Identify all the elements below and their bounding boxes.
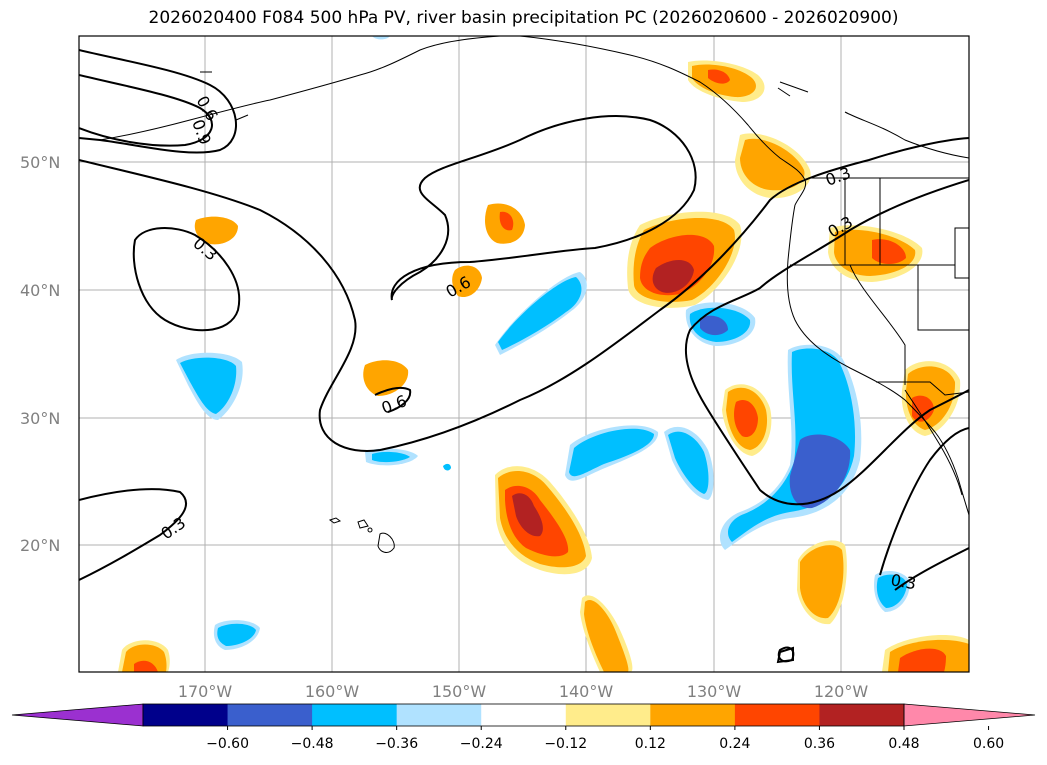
pv-contour [79,74,213,147]
pv-contours [79,49,969,664]
precip-area [668,431,709,494]
lon-label: 140°W [559,682,614,701]
colorbar: −0.60 −0.48 −0.36 −0.24 −0.12 0.12 0.24 0.36 0.4… [11,703,1036,752]
precip-area [217,623,256,646]
precip-area [898,648,946,672]
colorbar-segment [143,704,229,726]
lon-label: 170°W [178,682,233,701]
precip-area [652,260,694,293]
colorbar-tick-label: −0.60 [206,736,249,752]
colorbar-segment [650,704,736,726]
precip-area [372,451,410,463]
precip-area [372,36,390,40]
precip-area [498,277,582,350]
lat-label: 50°N [20,153,60,172]
precip-area [912,395,934,422]
precip-area [789,434,851,509]
pv-contour [894,547,969,591]
colorbar-tick-label: 0.24 [719,736,750,752]
precip-area [512,493,543,537]
colorbar-segment [227,704,313,726]
pv-contour [776,646,794,664]
colorbar-segment [565,704,651,726]
lat-label: 30°N [20,409,60,428]
pv-contour [79,488,187,581]
colorbar-tick-label: 0.12 [635,736,666,752]
precip-area [734,399,758,438]
pv-contour [132,227,241,332]
precip-area [708,69,730,84]
colorbar-tick-label: −0.24 [460,736,503,752]
precip-area [876,574,907,608]
colorbar-segment [396,704,482,726]
precip-area [452,265,482,298]
colorbar-segment [819,704,905,726]
colorbar-segment [481,704,567,726]
precip-area [499,211,514,231]
colorbar-extend-low [11,703,144,727]
colorbar-tick-label: 0.60 [973,736,1004,752]
colorbar-tick-label: 0.48 [888,736,919,752]
lat-label: 40°N [20,281,60,300]
lon-label: 150°W [432,682,487,701]
map-frame [78,35,970,673]
colorbar-segment [312,704,398,726]
precip-area [800,545,844,619]
precip-area [122,644,167,672]
lat-label: 20°N [20,536,60,555]
pv-contour [684,179,969,506]
colorbar-tick-label: −0.48 [291,736,334,752]
pv-contour [79,49,237,154]
colorbar-extend-high [903,703,1036,727]
precip-area [740,138,805,191]
pv-contour [374,386,412,413]
precip-area [700,315,728,336]
precip-area [134,660,158,672]
precip-area [180,357,237,414]
precip-area [569,428,654,477]
colorbar-tick-label: −0.12 [544,736,587,752]
colorbar-tick-label: −0.36 [375,736,418,752]
precip-area [443,463,451,471]
contour-label: 0.3 [889,570,917,593]
precip-area [584,600,629,672]
pv-contour [79,137,969,452]
colorbar-segment [734,704,820,726]
lon-label: 160°W [305,682,360,701]
pv-contour [879,427,969,576]
axis-labels: 50°N 40°N 30°N 20°N 170°W 160°W 150°W 14… [20,153,868,701]
colorbar-outline [142,703,905,727]
lon-label: 120°W [814,682,869,701]
lon-label: 130°W [687,682,742,701]
map-title: 2026020400 F084 500 hPa PV, river basin … [148,8,899,28]
colorbar-tick-label: 0.36 [804,736,835,752]
precip-area [194,216,238,245]
pv-contour [390,115,697,301]
